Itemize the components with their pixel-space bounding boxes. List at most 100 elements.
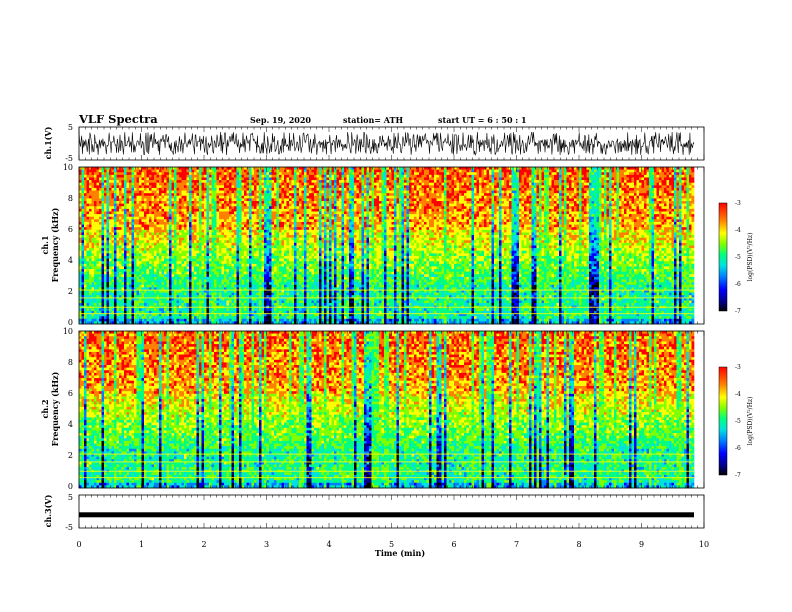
spectrogram-cell (259, 219, 262, 222)
spectrogram-cell (204, 274, 207, 277)
spectrogram-cell (224, 167, 227, 170)
spectrogram-cell (97, 308, 100, 311)
spectrogram-cell (87, 201, 90, 204)
spectrogram-cell (84, 280, 87, 283)
spectrogram-cell (132, 201, 135, 204)
spectrogram-cell (132, 246, 135, 249)
spectrogram-cell (79, 282, 82, 285)
spectrogram-cell (262, 266, 265, 269)
spectrogram-cell (104, 214, 107, 217)
spectrogram-cell (117, 303, 120, 306)
spectrogram-cell (137, 175, 140, 178)
spectrogram-cell (224, 269, 227, 272)
spectrogram-cell (242, 280, 245, 283)
spectrogram-cell (204, 269, 207, 272)
spectrogram-cell (209, 272, 212, 275)
spectrogram-cell (94, 214, 97, 217)
spectrogram-cell (199, 243, 202, 246)
spectrogram-cell (164, 251, 167, 254)
spectrogram-cell (209, 177, 212, 180)
spectrogram-cell (99, 248, 102, 251)
spectrogram-cell (82, 272, 85, 275)
spectrogram-cell (102, 272, 105, 275)
spectrogram-cell (129, 183, 132, 186)
spectrogram-cell (262, 261, 265, 264)
spectrogram-cell (242, 316, 245, 319)
spectrogram-cell (204, 227, 207, 230)
spectrogram-cell (229, 170, 232, 173)
spectrogram-cell (79, 222, 82, 225)
spectrogram-cell (169, 209, 172, 212)
spectrogram-cell (259, 293, 262, 296)
spectrogram-cell (137, 196, 140, 199)
spectrogram-cell (139, 243, 142, 246)
spectrogram-cell (217, 193, 220, 196)
spectrogram-cell (262, 319, 265, 322)
spectrogram-cell (152, 259, 155, 262)
spectrogram-cell (177, 206, 180, 209)
spectrogram-cell (107, 191, 110, 194)
spectrogram-cell (157, 167, 160, 170)
spectrogram-cell (199, 214, 202, 217)
spectrogram-cell (137, 319, 140, 322)
spectrogram-cell (127, 230, 130, 233)
spectrogram-cell (267, 256, 270, 259)
spectrogram-cell (142, 261, 145, 264)
spectrogram-cell (272, 201, 275, 204)
spectrogram-cell (119, 198, 122, 201)
spectrogram-cell (92, 240, 95, 243)
spectrogram-cell (249, 222, 252, 225)
spectrogram-cell (114, 230, 117, 233)
spectrogram-cell (269, 319, 272, 322)
spectrogram-cell (137, 251, 140, 254)
spectrogram-cell (232, 300, 235, 303)
spectrogram-cell (197, 177, 200, 180)
spectrogram-cell (87, 261, 90, 264)
spectrogram-cell (262, 230, 265, 233)
spectrogram-cell (139, 256, 142, 259)
spectrogram-cell (274, 227, 277, 230)
spectrogram-cell (202, 201, 205, 204)
spectrogram-cell (264, 246, 267, 249)
spectrogram-cell (164, 196, 167, 199)
spectrogram-cell (194, 217, 197, 220)
spectrogram-cell (194, 170, 197, 173)
spectrogram-cell (242, 193, 245, 196)
spectrogram-cell (232, 209, 235, 212)
spectrogram-cell (254, 211, 257, 214)
spectrogram-cell (134, 259, 137, 262)
spectrogram-cell (262, 219, 265, 222)
spectrogram-cell (212, 316, 215, 319)
spectrogram-cell (259, 196, 262, 199)
spectrogram-cell (239, 274, 242, 277)
spectrogram-cell (157, 319, 160, 322)
spectrogram-cell (132, 259, 135, 262)
spectrogram-cell (149, 227, 152, 230)
spectrogram-cell (179, 177, 182, 180)
spectrogram-cell (222, 293, 225, 296)
spectrogram-cell (192, 219, 195, 222)
spectrogram-cell (222, 188, 225, 191)
spectrogram-cell (92, 227, 95, 230)
spectrogram-cell (227, 272, 230, 275)
spectrogram-cell (157, 303, 160, 306)
spectrogram-cell (139, 232, 142, 235)
spectrogram-cell (184, 238, 187, 241)
spectrogram-cell (174, 167, 177, 170)
spectrogram-cell (207, 219, 210, 222)
spectrogram-cell (122, 180, 125, 183)
spectrogram-cell (162, 319, 165, 322)
spectrogram-cell (267, 214, 270, 217)
spectrogram-cell (234, 319, 237, 322)
spectrogram-cell (139, 264, 142, 267)
spectrogram-cell (227, 198, 230, 201)
spectrogram-cell (79, 272, 82, 275)
spectrogram-cell (97, 172, 100, 175)
spectrogram-cell (119, 285, 122, 288)
spectrogram-cell (109, 185, 112, 188)
spectrogram-cell (204, 201, 207, 204)
spectrogram-cell (194, 282, 197, 285)
spectrogram-cell (217, 219, 220, 222)
spectrogram-cell (274, 183, 277, 186)
spectrogram-cell (219, 193, 222, 196)
